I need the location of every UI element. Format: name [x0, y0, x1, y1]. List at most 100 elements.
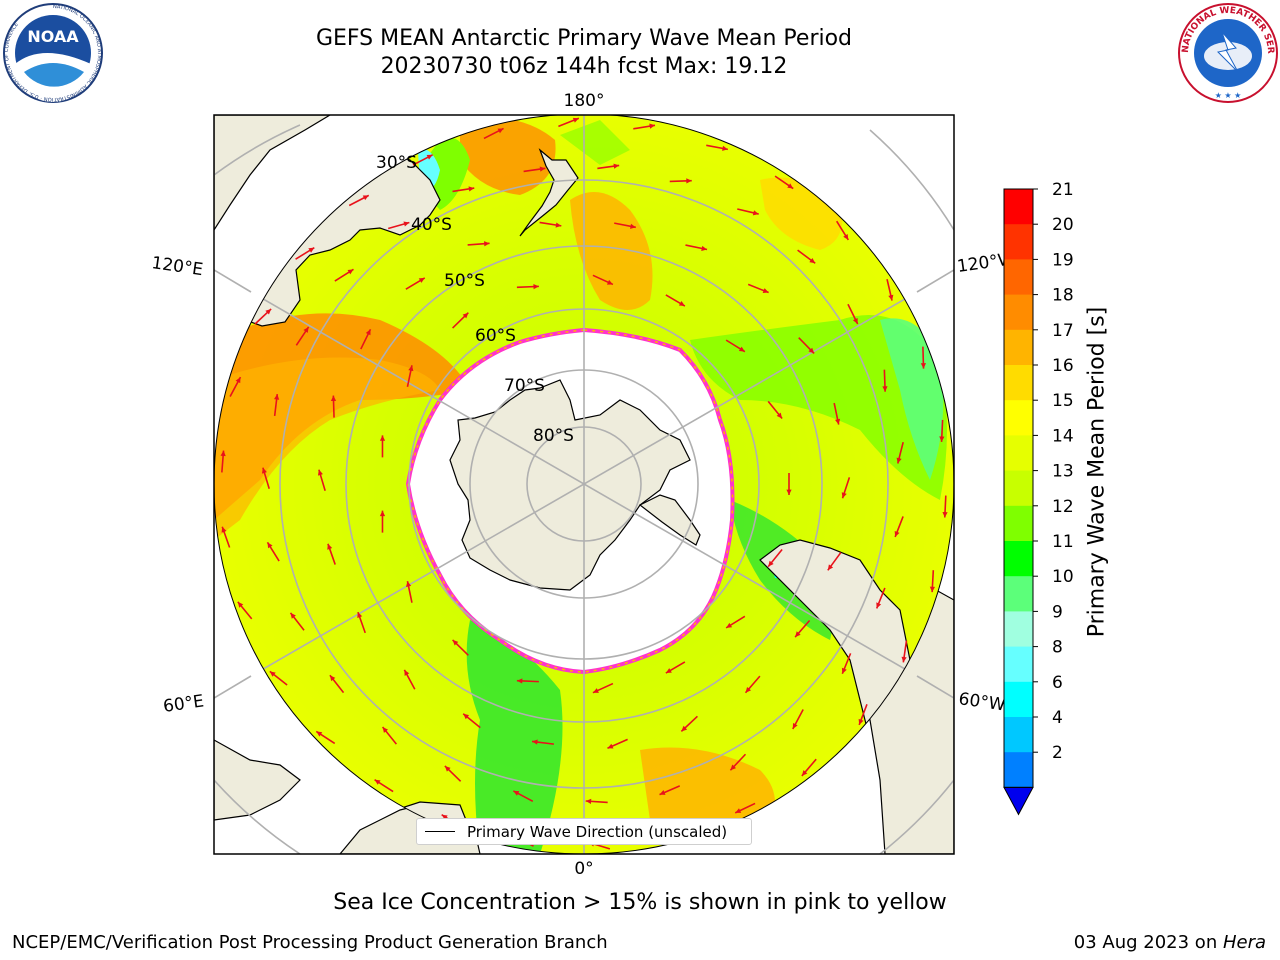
wave-arrow-head — [722, 145, 728, 151]
colorbar-segment — [1004, 717, 1033, 753]
wave-arrow-head — [463, 713, 470, 720]
colorbar: 21 20 19 18 17 16 15 14 13 12 11 10 9 8 6 4 2 — [1003, 180, 1074, 816]
colorbar-tick-label: 6 — [1052, 673, 1063, 693]
wave-arrow-head — [858, 718, 864, 725]
wave-arrow-head — [827, 564, 834, 571]
colorbar-segment — [1004, 505, 1033, 542]
footer-host: Hera — [1222, 932, 1266, 953]
wave-arrow-head — [939, 436, 945, 442]
lat-label-60s: 60°S — [475, 326, 516, 346]
map-legend: Primary Wave Direction (unscaled) — [416, 818, 752, 845]
legend-line-sample — [425, 831, 455, 832]
wave-arrow-head — [403, 221, 410, 227]
wave-arrow-head — [745, 686, 752, 693]
wave-arrow-head — [532, 739, 538, 745]
wave-arrow-head — [516, 678, 523, 684]
wave-arrow-head — [752, 210, 759, 216]
wave-arrow-head — [444, 765, 451, 772]
wave-arrow-head — [365, 329, 371, 336]
wave-arrow-head — [308, 247, 315, 253]
colorbar-label: Primary Wave Mean Period [s] — [1084, 306, 1110, 638]
noaa-logo: NOAA NATIONAL OCEANIC AND ATMOSPHERIC AD… — [3, 3, 103, 103]
wave-arrow-head — [809, 257, 816, 264]
noaa-logo-text: NOAA — [27, 27, 79, 46]
wave-arrow-head — [267, 542, 273, 549]
colorbar-tick-label: 16 — [1052, 356, 1074, 376]
wave-arrow-head — [852, 317, 858, 324]
wave-arrow-head — [808, 347, 815, 354]
footer-date: 03 Aug 2023 on Hera — [1074, 932, 1266, 953]
wave-arrow-head — [379, 435, 386, 441]
chart-subtitle-run: 20230730 t06z 144h fcst Max: 19.12 — [380, 54, 788, 79]
colorbar-tick-label: 20 — [1052, 215, 1074, 235]
wave-arrow-head — [220, 450, 226, 457]
lon-label-60e: 60°E — [162, 691, 205, 716]
wave-arrow-head — [701, 245, 708, 251]
wave-arrow-head — [792, 722, 798, 729]
wave-arrow-head — [801, 770, 808, 776]
wave-arrow-head — [329, 675, 336, 682]
map-panel: 30°S 40°S 50°S 60°S 70°S 80°S — [214, 115, 954, 854]
lat-label-80s: 80°S — [533, 426, 574, 446]
colorbar-segment — [1004, 259, 1033, 296]
colorbar-tick-label: 10 — [1052, 567, 1074, 587]
colorbar-tick-label: 19 — [1052, 250, 1074, 270]
colorbar-extend-arrow — [1003, 786, 1034, 816]
wave-arrow-head — [843, 233, 849, 240]
wave-arrow-head — [274, 394, 280, 400]
wave-arrow-head — [762, 288, 769, 293]
wave-arrow-head — [841, 492, 847, 499]
wave-arrow-head — [592, 688, 599, 693]
map-frame — [213, 114, 955, 855]
wave-arrow-head — [920, 363, 926, 369]
wave-arrow-head — [221, 526, 227, 533]
wave-arrow-head — [613, 163, 620, 169]
wave-arrow-head — [606, 279, 613, 285]
lon-label-60w: 60°W — [957, 689, 1006, 715]
wave-arrow-head — [942, 511, 948, 518]
wave-arrow-head — [901, 656, 907, 663]
wave-arrow-head — [555, 222, 562, 228]
wave-arrow-head — [630, 223, 636, 229]
wave-arrow-head — [607, 743, 614, 749]
wave-arrow-head — [362, 195, 369, 201]
lon-label-0: 0° — [574, 859, 593, 879]
colorbar-tick-label: 8 — [1052, 638, 1063, 658]
colorbar-frame — [1003, 188, 1034, 788]
wave-arrow-head — [261, 467, 267, 474]
lon-label-120e: 120°E — [150, 253, 204, 280]
wave-arrow-head — [585, 798, 592, 804]
wave-arrow-head — [686, 178, 692, 184]
colorbar-segment — [1004, 435, 1033, 472]
wave-arrow-head — [894, 530, 900, 537]
wave-arrow-head — [316, 731, 323, 737]
colorbar-segment — [1004, 611, 1033, 648]
wave-arrow-head — [738, 346, 745, 352]
wave-arrow-head — [888, 294, 894, 301]
wave-arrow-head — [776, 412, 783, 419]
colorbar-segment — [1004, 681, 1033, 718]
sea-ice-note: Sea Ice Concentration > 15% is shown in … — [333, 890, 947, 915]
wave-arrow-head — [468, 186, 475, 192]
wave-arrow-head — [735, 808, 742, 813]
wave-arrow-head — [768, 560, 774, 567]
wave-arrow-head — [795, 631, 801, 638]
wave-arrow-head — [841, 667, 847, 674]
wave-arrow-head — [929, 586, 936, 593]
wave-arrow-head — [787, 183, 794, 189]
lat-label-50s: 50°S — [444, 271, 485, 291]
wave-arrow-head — [726, 622, 733, 628]
colorbar-tick-label: 15 — [1052, 391, 1074, 411]
wave-arrow-head — [462, 312, 469, 319]
colorbar-tick-label: 13 — [1052, 462, 1074, 482]
colorbar-segment — [1004, 224, 1033, 260]
wave-arrow-head — [426, 154, 433, 160]
wave-arrow-head — [539, 166, 546, 172]
wave-arrow-head — [265, 308, 272, 315]
wave-arrow-head — [237, 601, 244, 608]
wave-arrow-head — [235, 377, 241, 384]
wave-arrow-head — [290, 612, 296, 619]
colorbar-tick-label: 21 — [1052, 180, 1074, 200]
wave-arrow-head — [483, 241, 490, 247]
